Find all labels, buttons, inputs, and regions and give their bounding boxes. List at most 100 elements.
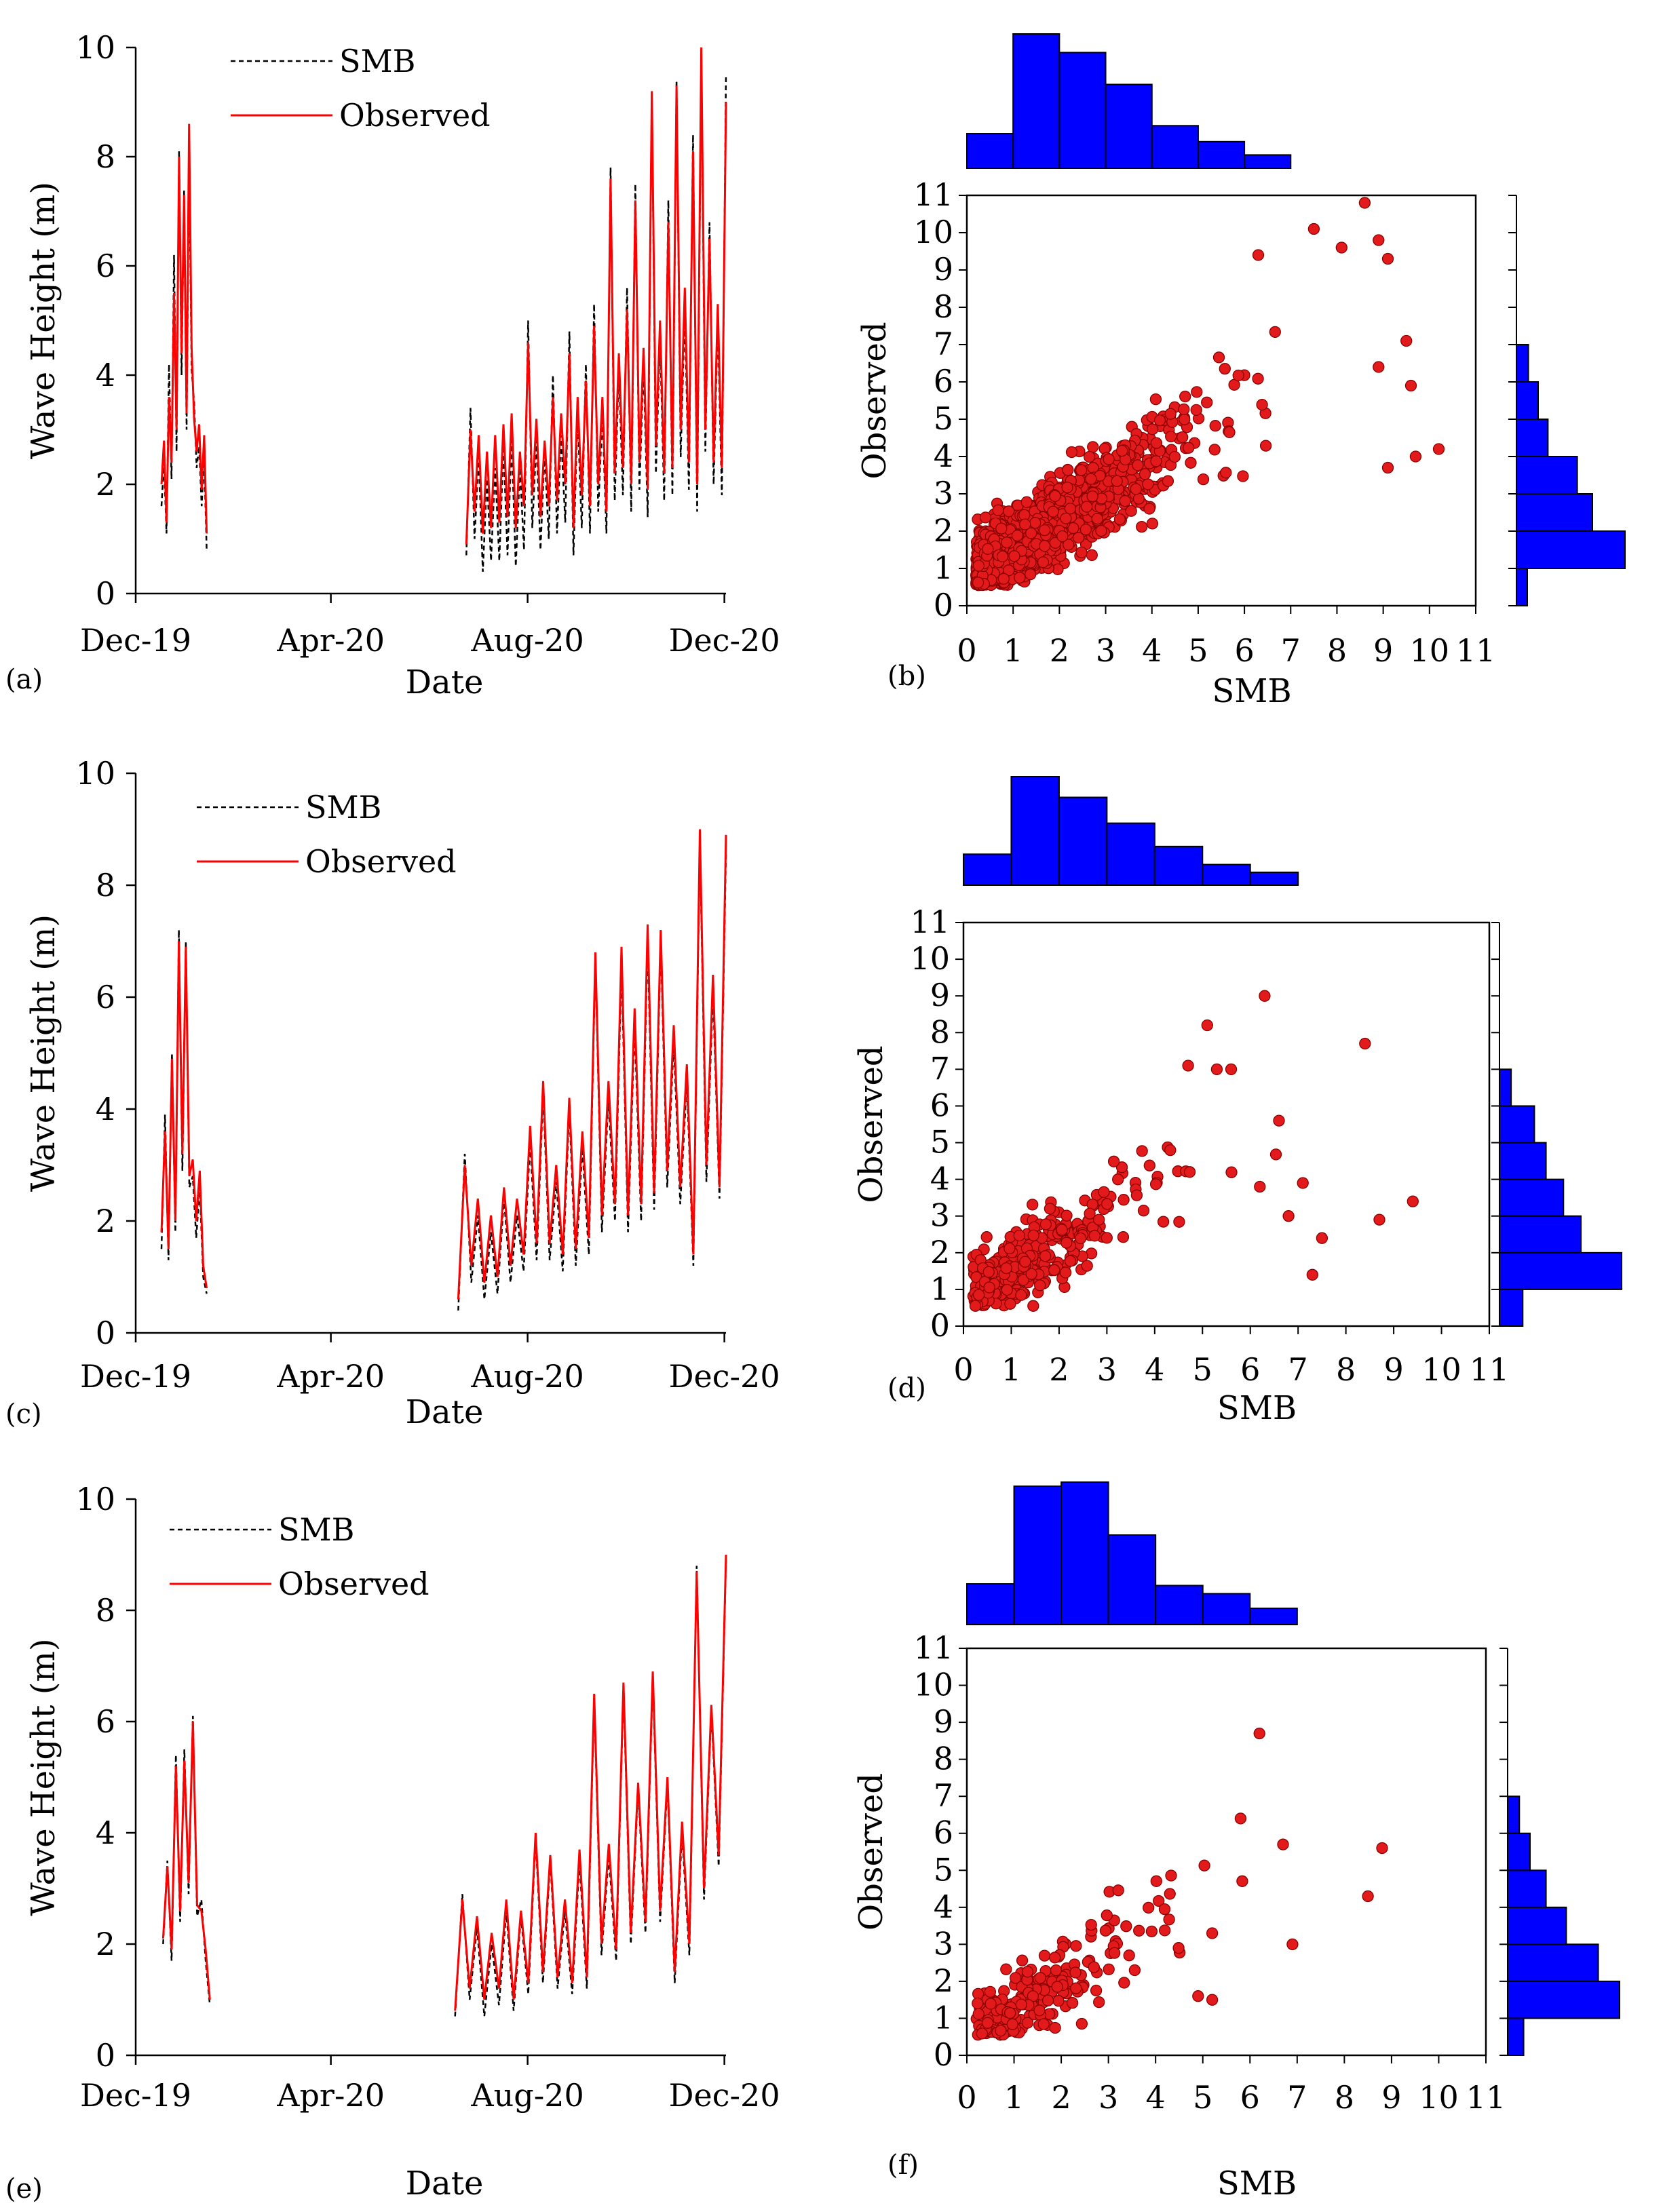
y-axis-label: Observed (856, 322, 894, 479)
scatter-point (1178, 403, 1190, 416)
scatter-point (1003, 564, 1015, 577)
y-tick-label: 8 (96, 138, 115, 175)
panel-label: (d) (887, 1373, 926, 1404)
y-tick-label: 10 (913, 1667, 953, 1703)
x-tick-label: 1 (1004, 2079, 1024, 2116)
y-tick-label: 6 (930, 1087, 950, 1123)
y-tick-label: 4 (934, 438, 953, 474)
scatter-point (1066, 1997, 1079, 2009)
scatter-point (1044, 1203, 1056, 1215)
scatter-point (972, 1997, 984, 2010)
x-tick-label: 11 (1466, 2079, 1506, 2116)
scatter-point (1210, 1063, 1223, 1076)
scatter-point (1079, 523, 1092, 536)
x-histogram-bar (1012, 33, 1060, 169)
scatter-point (1019, 1256, 1031, 1268)
scatter-point (1056, 1224, 1068, 1236)
scatter-point (1075, 1232, 1087, 1245)
x-tick-label: 8 (1327, 632, 1347, 669)
scatter-point (1373, 361, 1385, 373)
scatter-point (1157, 1216, 1170, 1228)
scatter-point (1025, 527, 1037, 539)
y-tick-label: 5 (934, 1851, 953, 1888)
scatter-point (982, 1266, 995, 1278)
scatter-point (1060, 1209, 1073, 1222)
scatter-point (1201, 1019, 1213, 1032)
scatter-point (1376, 1842, 1388, 1855)
panel-label: (b) (887, 661, 926, 692)
y-tick-label: 9 (930, 977, 950, 1013)
x-tick-label: Aug-20 (470, 622, 584, 659)
y-tick-label: 0 (934, 587, 953, 623)
y-tick-label: 8 (96, 1592, 115, 1629)
scatter-point (1269, 1148, 1282, 1161)
scatter-point (1108, 1947, 1121, 1959)
smb-series-line (162, 1715, 211, 2006)
scatter-point (1172, 1942, 1185, 1954)
x-histogram-bar (1155, 1585, 1204, 1625)
x-tick-label: 6 (1234, 632, 1254, 669)
scatter-point (1306, 1268, 1318, 1281)
scatter-point (1236, 1875, 1248, 1887)
scatter-point (1001, 1283, 1013, 1296)
x-axis-label: SMB (1217, 1389, 1297, 1427)
y-tick-label: 0 (96, 2037, 115, 2074)
x-histogram-bar (1058, 52, 1107, 169)
scatter-point (1101, 1909, 1113, 1922)
x-tick-label: 3 (1098, 2079, 1118, 2116)
scatter-point (1120, 1920, 1132, 1933)
y-tick-label: 6 (96, 1703, 115, 1740)
scatter-point (1093, 1214, 1105, 1226)
scatter-point (1086, 490, 1098, 503)
scatter-point (1107, 1155, 1120, 1167)
y-tick-label: 2 (934, 512, 953, 549)
y-histogram-bar (1507, 1796, 1521, 1834)
scatter-point (1052, 1995, 1065, 2007)
x-tick-label: 7 (1281, 632, 1301, 669)
scatter-point (1282, 1210, 1295, 1222)
scatter-point (1027, 1300, 1039, 1312)
scatter-point (1087, 441, 1099, 453)
y-tick-label: 6 (934, 1815, 953, 1851)
scatter-point (1118, 1977, 1130, 1989)
scatter-point (1085, 473, 1097, 485)
scatter-point (1115, 444, 1128, 457)
x-tick-label: 4 (1146, 2079, 1166, 2116)
scatter-point (1084, 1207, 1096, 1220)
scatter-point (1404, 379, 1417, 392)
x-axis-label: Date (406, 2165, 484, 2203)
scatter-point (995, 522, 1008, 535)
scatter-point (1163, 1914, 1175, 1926)
scatter-point (1003, 1242, 1016, 1255)
scatter-point (1159, 1924, 1171, 1937)
x-histogram-bar (1202, 1593, 1251, 1625)
scatter-point (1067, 522, 1079, 535)
scatter-point (1183, 1166, 1196, 1178)
y-tick-label: 6 (96, 248, 115, 284)
scatter-point (1206, 1994, 1219, 2006)
scatter-point (1206, 1927, 1219, 1939)
scatter-point (1062, 464, 1074, 476)
scatter-point (980, 1231, 993, 1243)
x-tick-label: 6 (1240, 1351, 1260, 1388)
y-tick-label: 0 (96, 575, 115, 612)
scatter-point (1000, 1262, 1012, 1275)
scatter-point (1088, 1230, 1101, 1242)
observed-series-line (160, 123, 208, 534)
scatter-point (1136, 520, 1148, 533)
scatter-point (1075, 546, 1088, 559)
scatter-point (1173, 1216, 1185, 1228)
scatter-point (1086, 549, 1098, 562)
scatter-point (1212, 351, 1225, 364)
scatter-point (1373, 1214, 1385, 1226)
y-tick-label: 2 (930, 1234, 950, 1270)
scatter-point (1130, 1189, 1143, 1201)
scatter-point (1179, 413, 1191, 425)
y-histogram-bar (1507, 1832, 1531, 1871)
x-tick-label: 9 (1373, 632, 1393, 669)
scatter-point (1098, 1186, 1110, 1199)
legend-observed-label: Observed (339, 97, 491, 134)
scatter-point (1277, 1838, 1289, 1850)
scatter-point (1209, 420, 1221, 432)
